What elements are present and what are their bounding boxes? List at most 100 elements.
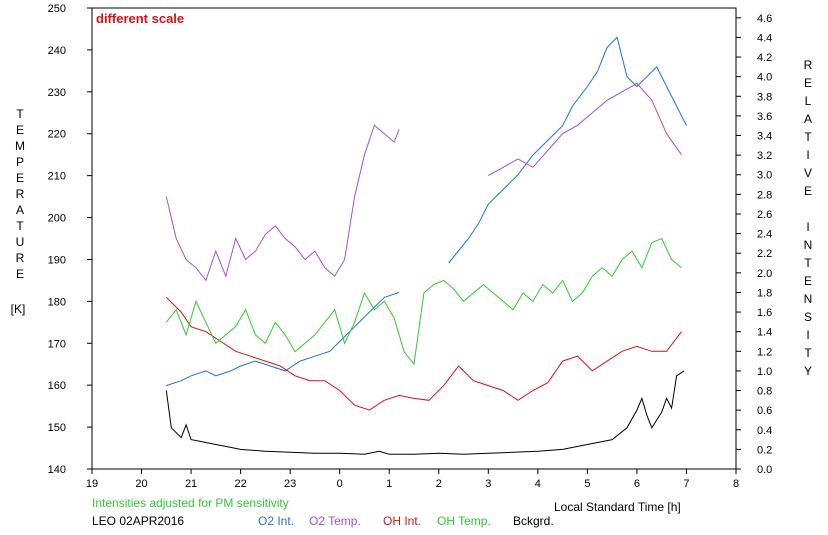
x-tick-label: 21: [185, 478, 197, 490]
y-axis-label-left-letter: E: [16, 123, 24, 137]
right-tick-label: 3.6: [757, 111, 772, 123]
legend-item-oh-int: OH Int.: [383, 514, 421, 528]
y-axis-label-right-letter: N: [804, 238, 813, 252]
right-tick-label: 2.4: [757, 229, 772, 241]
right-tick-label: 1.8: [757, 287, 772, 299]
x-tick-label: 2: [436, 478, 442, 490]
y-axis-label-right-letter: A: [804, 112, 812, 126]
y-axis-label-right-letter: R: [804, 58, 813, 72]
legend: O2 Int. O2 Temp. OH Int. OH Temp. Bckgrd.: [258, 514, 554, 528]
series-line-o2-int: [448, 36, 687, 264]
right-tick-label: 4.0: [757, 72, 772, 84]
series-line-bckgrd: [165, 370, 685, 455]
right-tick-label: 2.6: [757, 209, 772, 221]
left-tick-label: 210: [48, 171, 66, 183]
right-tick-label: 4.4: [757, 32, 772, 44]
series-line-o2-temp: [488, 82, 682, 177]
station-label: LEO 02APR2016: [92, 514, 184, 528]
x-tick-label: 7: [683, 478, 689, 490]
left-tick-label: 230: [48, 87, 66, 99]
left-tick-label: 200: [48, 213, 66, 225]
y-axis-label-right-letter: Y: [804, 364, 812, 378]
y-axis-label-left-letter: E: [16, 171, 24, 185]
note-pm-sensitivity: Intensities adjusted for PM sensitivity: [92, 496, 289, 510]
left-tick-label: 170: [48, 338, 66, 350]
series-line-o2-int: [166, 291, 400, 387]
y-axis-label-right-letter: T: [804, 130, 812, 144]
right-tick-label: 3.8: [757, 91, 772, 103]
x-tick-label: 5: [584, 478, 590, 490]
legend-item-oh-temp: OH Temp.: [437, 514, 491, 528]
y-axis-label-left-letter: T: [16, 219, 24, 233]
left-tick-label: 240: [48, 45, 66, 57]
y-axis-label-right-letter: L: [805, 94, 812, 108]
x-tick-label: 20: [135, 478, 147, 490]
x-tick-label: 22: [234, 478, 246, 490]
right-tick-label: 0.4: [757, 425, 772, 437]
legend-item-o2-temp: O2 Temp.: [309, 514, 361, 528]
y-axis-label-left-letter: A: [16, 203, 24, 217]
y-axis-label-right-letter: S: [804, 310, 812, 324]
right-tick-label: 3.4: [757, 131, 772, 143]
y-axis-label-right-letter: E: [804, 274, 812, 288]
y-axis-label-left-letter: P: [16, 155, 24, 169]
x-tick-label: 6: [634, 478, 640, 490]
y-axis-label-left-letter: T: [16, 107, 24, 121]
left-tick-label: 140: [48, 464, 66, 476]
x-tick-label: 4: [535, 478, 541, 490]
legend-item-o2-int: O2 Int.: [258, 514, 294, 528]
x-tick-label: 23: [284, 478, 296, 490]
right-tick-label: 4.2: [757, 52, 772, 64]
right-tick-label: 1.0: [757, 366, 772, 378]
right-tick-label: 2.2: [757, 248, 772, 260]
right-tick-label: 0.0: [757, 464, 772, 476]
y-axis-label-right-letter: E: [804, 76, 812, 90]
left-tick-label: 150: [48, 422, 66, 434]
y-axis-label-right-letter: I: [806, 220, 809, 234]
right-tick-label: 1.4: [757, 327, 772, 339]
right-tick-label: 0.6: [757, 405, 772, 417]
right-tick-label: 2.0: [757, 268, 772, 280]
x-axis: 19 20 21 22 23 0 1 2 3 4 5 6 7 8: [86, 469, 739, 490]
left-tick-label: 160: [48, 380, 66, 392]
right-axis: 0.0 0.2 0.4 0.6 0.8 1.0 1.2 1.4 1.6 1.8 2.0 2.2 2.4 2…: [736, 13, 772, 476]
left-tick-label: 220: [48, 129, 66, 141]
y-axis-unit-left: [K]: [11, 302, 26, 316]
left-tick-label: 180: [48, 296, 66, 308]
y-axis-label-left-letter: R: [16, 251, 25, 265]
x-tick-label: 3: [485, 478, 491, 490]
annotation-different-scale: different scale: [96, 11, 184, 26]
y-axis-label-right-letter: I: [806, 148, 809, 162]
right-tick-label: 1.6: [757, 307, 772, 319]
y-axis-label-right-letter: E: [804, 184, 812, 198]
y-axis-label-right-letter: I: [806, 328, 809, 342]
right-tick-label: 3.2: [757, 150, 772, 162]
y-axis-label-right-letter: T: [804, 346, 812, 360]
y-axis-label-right-letter: V: [804, 166, 812, 180]
y-axis-label-left-letter: U: [16, 235, 25, 249]
x-tick-label: 1: [386, 478, 392, 490]
y-axis-label-right-letter: N: [804, 292, 813, 306]
y-axis-label-right-letter: T: [804, 256, 812, 270]
series-line-oh-int: [165, 297, 682, 411]
x-tick-label: 0: [337, 478, 343, 490]
y-axis-label-left-letter: E: [16, 267, 24, 281]
y-axis-label-left-letter: M: [15, 139, 25, 153]
series-line-o2-temp: [165, 124, 400, 282]
left-tick-label: 190: [48, 254, 66, 266]
right-tick-label: 3.0: [757, 170, 772, 182]
y-axis-label-left-letter: R: [16, 187, 25, 201]
legend-item-bckgrd: Bckgrd.: [513, 514, 554, 528]
x-tick-label: 19: [86, 478, 98, 490]
plot-frame: [91, 7, 737, 470]
x-tick-label: 8: [733, 478, 739, 490]
series-lines: [165, 36, 687, 455]
right-tick-label: 1.2: [757, 346, 772, 358]
right-tick-label: 4.6: [757, 13, 772, 25]
series-line-oh-temp: [165, 237, 682, 366]
right-tick-label: 0.8: [757, 386, 772, 398]
right-tick-label: 2.8: [757, 189, 772, 201]
